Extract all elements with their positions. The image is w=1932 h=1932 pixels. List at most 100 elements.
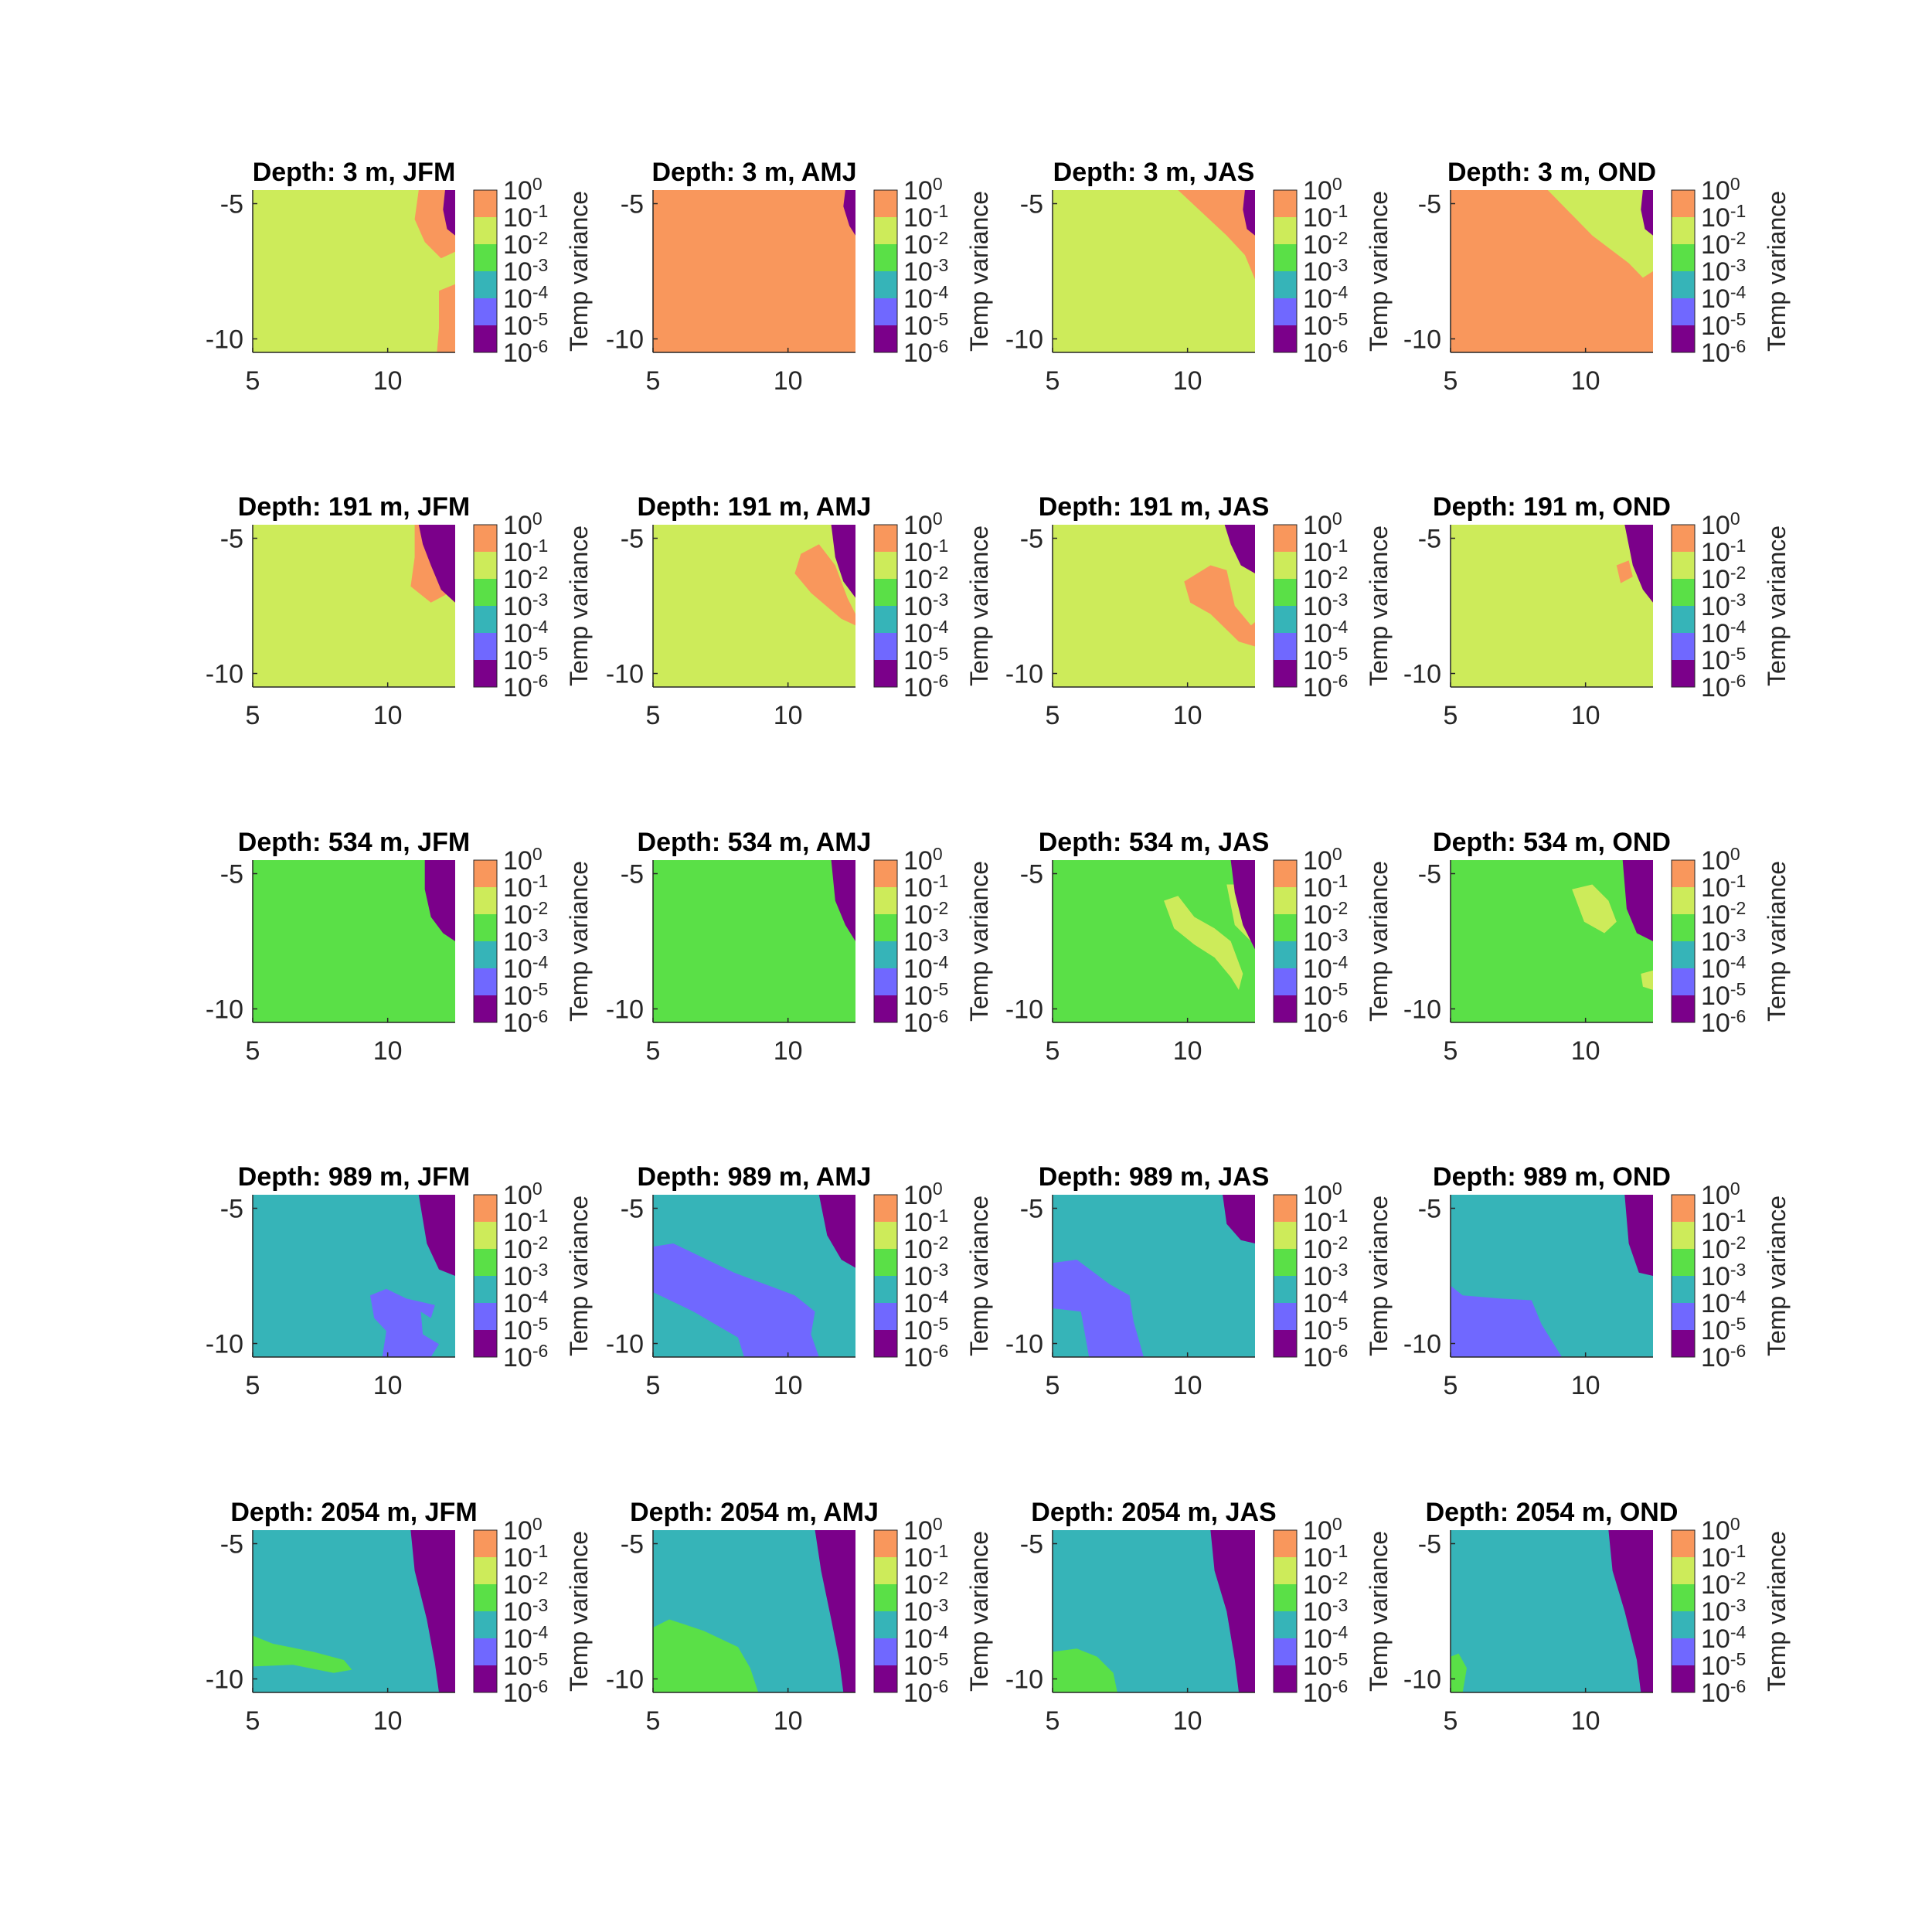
colorbar-swatch — [1274, 914, 1297, 942]
colorbar-label: Temp variance — [1763, 526, 1791, 686]
panel-title: Depth: 989 m, AMJ — [638, 1162, 872, 1192]
contour-region — [1608, 1530, 1653, 1692]
colorbar-tick-label: 10-3 — [903, 1260, 948, 1291]
colorbar-swatch — [1274, 1222, 1297, 1250]
colorbar-tick-label: 10-6 — [903, 336, 948, 368]
x-tick-label: 5 — [1444, 366, 1458, 396]
x-tick-label: 10 — [1173, 1371, 1202, 1400]
colorbar-tick-label: 10-6 — [903, 1676, 948, 1708]
y-tick-label: -10 — [1005, 1330, 1043, 1359]
colorbar-tick-label: 10-4 — [903, 617, 948, 648]
colorbar-swatch — [1672, 1249, 1695, 1277]
colorbar-label: Temp variance — [1365, 1531, 1393, 1692]
colorbar-frame — [473, 524, 498, 688]
field-background — [253, 860, 455, 1022]
y-tick-label: -5 — [1020, 860, 1043, 889]
y-tick-label: -10 — [1403, 325, 1441, 355]
colorbar-swatch — [1274, 190, 1297, 218]
x-tick-label: 5 — [246, 366, 260, 396]
colorbar-swatch — [1274, 660, 1297, 688]
colorbar-swatch — [1672, 325, 1695, 353]
colorbar-swatch — [874, 860, 897, 888]
colorbar-swatch — [874, 579, 897, 607]
contour-region — [1178, 190, 1255, 280]
colorbar-tick-label: 10-1 — [503, 201, 548, 233]
colorbar-swatch — [874, 633, 897, 661]
colorbar-swatch — [474, 887, 497, 915]
colorbar-swatch — [874, 1530, 897, 1558]
panel-title: Depth: 534 m, JAS — [1039, 828, 1270, 857]
x-tick-label: 5 — [646, 1036, 661, 1066]
colorbar-label: Temp variance — [1365, 191, 1393, 352]
x-tick-label: 5 — [1444, 1036, 1458, 1066]
colorbar-swatch — [1672, 660, 1695, 688]
colorbar-swatch — [874, 525, 897, 553]
colorbar-swatch — [1274, 1530, 1297, 1558]
colorbar-tick-label: 10-6 — [903, 1341, 948, 1372]
colorbar-tick-label: 10-3 — [1701, 590, 1746, 621]
colorbar-tick-label: 10-6 — [503, 336, 548, 368]
colorbar-frame — [1671, 189, 1696, 353]
colorbar-tick-label: 10-1 — [1701, 201, 1746, 233]
contour-region — [1624, 1195, 1653, 1276]
colorbar-swatch — [1274, 1584, 1297, 1612]
colorbar-swatch — [1672, 217, 1695, 245]
colorbar-tick-label: 10-4 — [1303, 617, 1348, 648]
colorbar-swatch — [1274, 606, 1297, 634]
colorbar-swatch — [874, 1330, 897, 1358]
y-tick-label: -5 — [621, 525, 644, 554]
colorbar-tick-label: 10-5 — [1303, 309, 1348, 341]
x-tick-label: 5 — [246, 1706, 260, 1736]
y-tick-label: -5 — [621, 190, 644, 219]
colorbar-swatch — [1274, 244, 1297, 272]
colorbar-swatch — [474, 860, 497, 888]
contour-region — [418, 1195, 455, 1276]
colorbar-tick-label: 10-2 — [1303, 1233, 1348, 1264]
colorbar-swatch — [1672, 552, 1695, 580]
colorbar-tick-label: 10-6 — [1303, 1676, 1348, 1708]
field-background — [653, 190, 855, 352]
colorbar-swatch — [874, 1249, 897, 1277]
colorbar-tick-label: 10-2 — [503, 898, 548, 930]
colorbar-swatch — [474, 1638, 497, 1666]
panel-title: Depth: 3 m, OND — [1447, 158, 1656, 187]
colorbar-tick-label: 10-6 — [503, 1676, 548, 1708]
y-tick-label: -10 — [206, 660, 243, 689]
colorbar-tick-label: 10-3 — [903, 255, 948, 287]
colorbar-swatch — [474, 1330, 497, 1358]
y-tick-label: -5 — [220, 860, 243, 889]
panel-title: Depth: 3 m, JAS — [1053, 158, 1255, 187]
x-tick-label: 10 — [373, 366, 403, 396]
colorbar-swatch — [1274, 525, 1297, 553]
panel-title: Depth: 534 m, AMJ — [638, 828, 872, 857]
colorbar-tick-label: 10-4 — [503, 1622, 548, 1654]
colorbar-tick-label: 10-1 — [503, 871, 548, 903]
plot-area — [1451, 860, 1653, 1022]
colorbar-swatch — [1672, 1584, 1695, 1612]
plot-area — [253, 1530, 455, 1692]
x-tick-label: 5 — [1046, 366, 1060, 396]
contour-region — [1184, 565, 1255, 647]
y-tick-label: -10 — [606, 1665, 644, 1695]
plot-area — [1053, 1530, 1255, 1692]
colorbar-frame — [873, 524, 898, 688]
colorbar-tick-label: 10-4 — [1701, 617, 1746, 648]
colorbar-tick-label: 10-5 — [503, 309, 548, 341]
colorbar-tick-label: 10-4 — [503, 952, 548, 984]
y-tick-label: -10 — [206, 995, 243, 1025]
panel-title: Depth: 3 m, JFM — [253, 158, 456, 187]
x-tick-label: 10 — [1571, 701, 1600, 730]
y-tick-label: -5 — [1418, 1530, 1441, 1560]
colorbar-tick-label: 10-1 — [1701, 536, 1746, 567]
contour-region — [437, 284, 455, 352]
colorbar-swatch — [1274, 941, 1297, 969]
colorbar-swatch — [474, 606, 497, 634]
contour-region — [1224, 525, 1255, 573]
colorbar-tick-label: 10-4 — [1701, 952, 1746, 984]
contour-region — [1624, 525, 1653, 603]
plot-area — [253, 1195, 455, 1357]
